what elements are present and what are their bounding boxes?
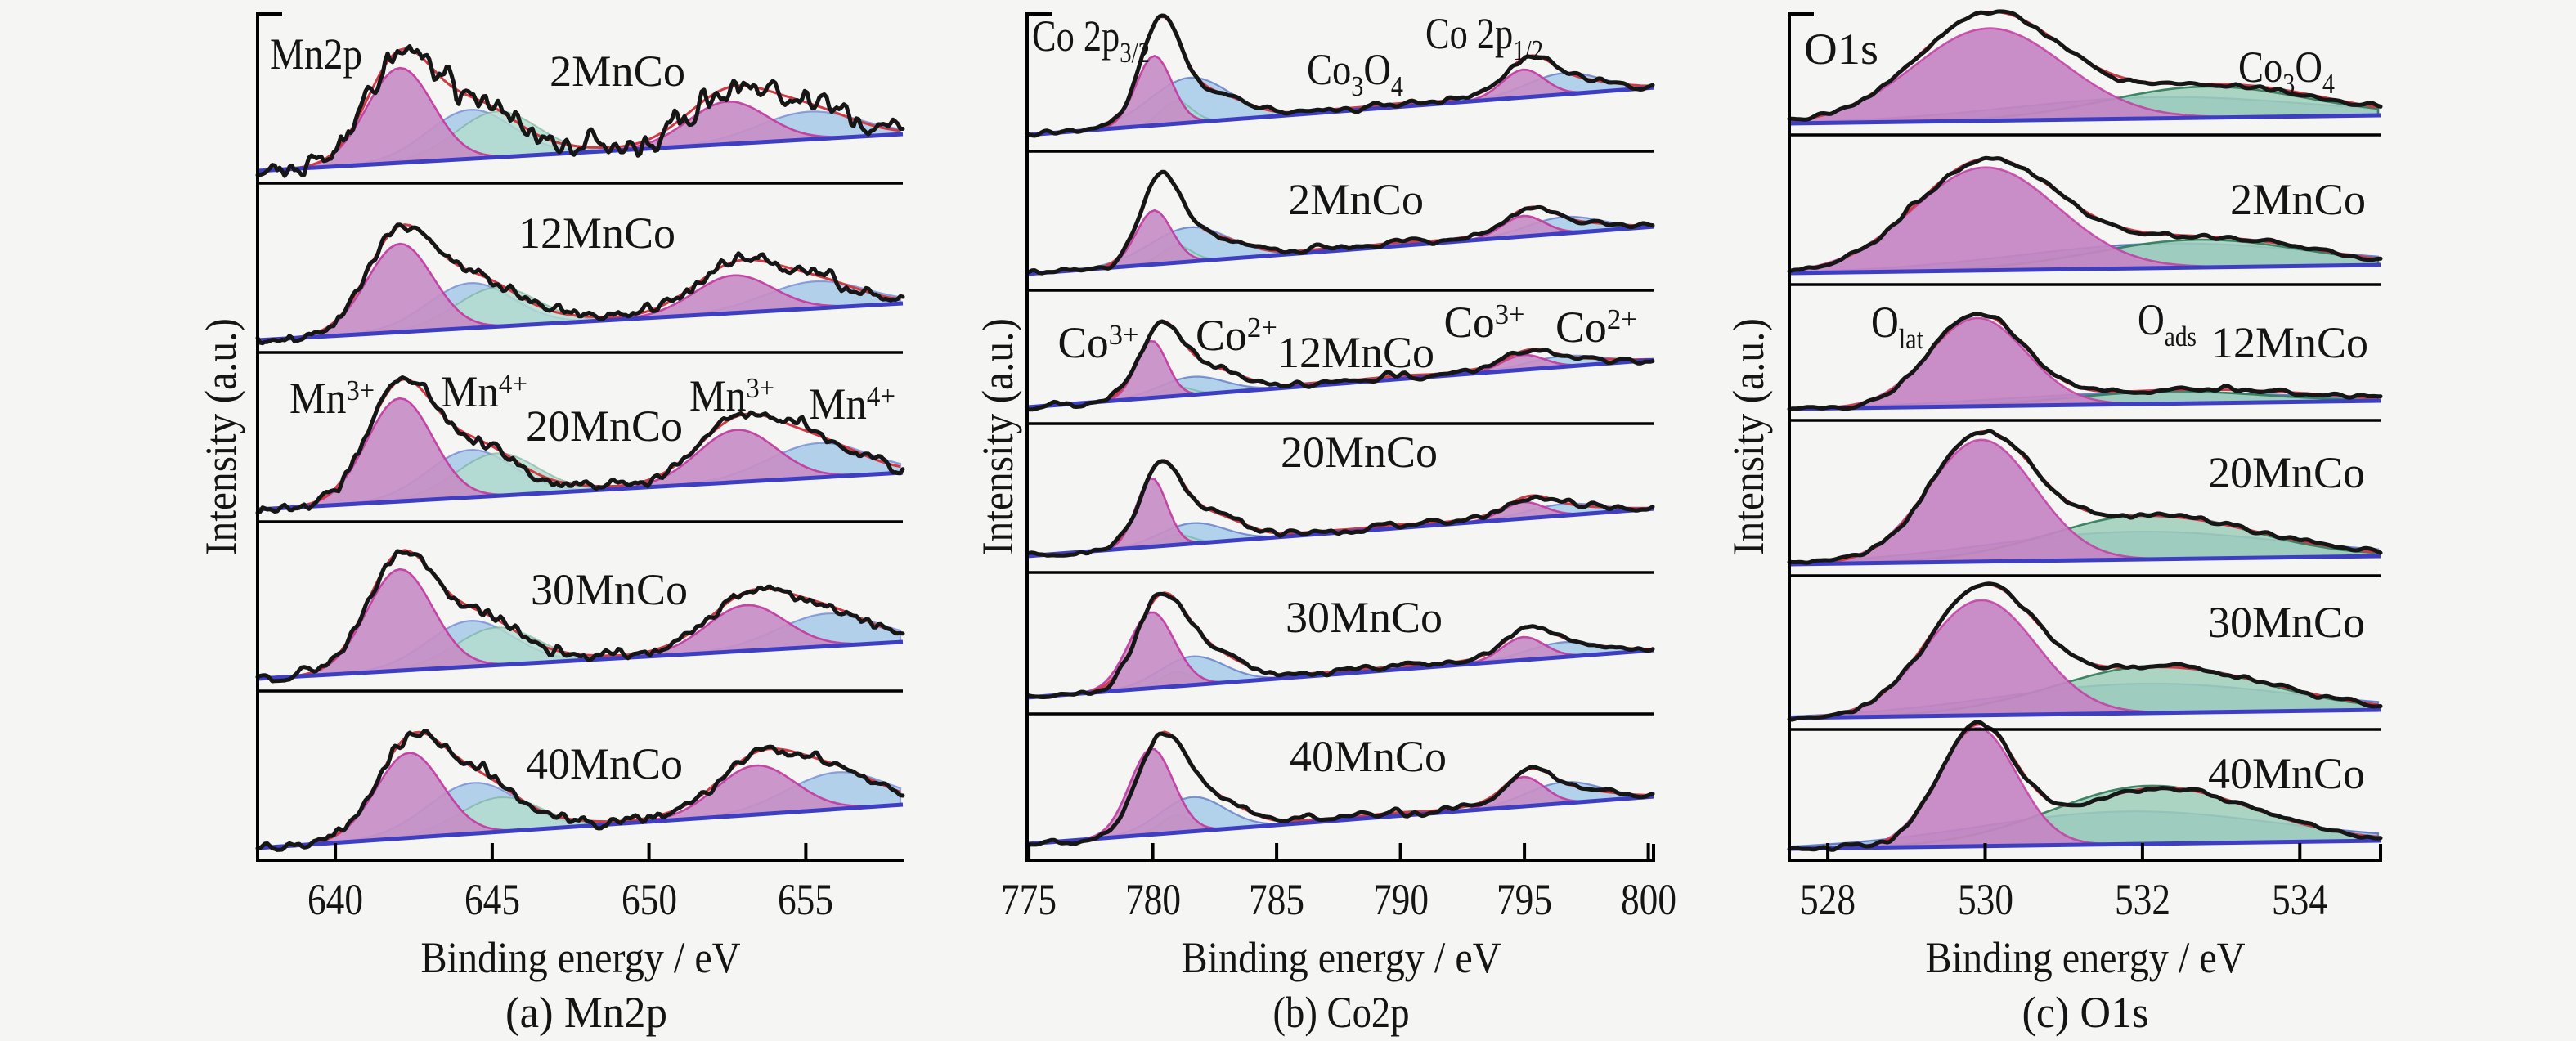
svg-text:30MnCo: 30MnCo [2208,598,2365,647]
svg-text:800: 800 [1621,875,1676,924]
svg-text:20MnCo: 20MnCo [526,402,683,451]
svg-text:Binding energy / eV: Binding energy / eV [421,933,741,982]
svg-text:40MnCo: 40MnCo [526,739,683,788]
svg-text:795: 795 [1497,875,1552,924]
svg-text:780: 780 [1125,875,1181,924]
svg-text:Binding energy / eV: Binding energy / eV [1926,933,2246,982]
svg-text:Co 2p1/2: Co 2p1/2 [1425,9,1543,66]
svg-text:2MnCo: 2MnCo [550,47,685,96]
svg-text:(b) Co2p: (b) Co2p [1273,988,1410,1037]
svg-text:(c) O1s: (c) O1s [2022,988,2149,1037]
svg-text:2MnCo: 2MnCo [2230,175,2366,224]
svg-text:20MnCo: 20MnCo [1281,428,1438,477]
svg-text:12MnCo: 12MnCo [518,209,675,258]
svg-text:12MnCo: 12MnCo [2211,318,2368,367]
svg-text:650: 650 [622,875,677,924]
svg-text:20MnCo: 20MnCo [2208,448,2365,497]
svg-text:Intensity (a.u.): Intensity (a.u.) [1724,318,1773,555]
svg-text:790: 790 [1373,875,1429,924]
svg-text:645: 645 [464,875,520,924]
svg-text:Intensity (a.u.): Intensity (a.u.) [196,318,245,555]
svg-text:30MnCo: 30MnCo [531,565,688,614]
svg-text:2MnCo: 2MnCo [1288,175,1424,224]
svg-text:785: 785 [1249,875,1304,924]
svg-text:12MnCo: 12MnCo [1277,328,1434,377]
svg-text:655: 655 [778,875,833,924]
svg-text:(a) Mn2p: (a) Mn2p [505,988,667,1037]
svg-text:532: 532 [2115,875,2170,924]
svg-text:534: 534 [2272,875,2327,924]
svg-text:Mn2p: Mn2p [270,29,362,79]
svg-text:528: 528 [1800,875,1856,924]
svg-text:640: 640 [307,875,363,924]
svg-text:30MnCo: 30MnCo [1286,593,1443,642]
svg-text:775: 775 [1001,875,1057,924]
svg-text:Intensity (a.u.): Intensity (a.u.) [973,318,1022,555]
svg-text:40MnCo: 40MnCo [1290,732,1447,781]
svg-text:Binding energy / eV: Binding energy / eV [1182,933,1501,982]
svg-text:530: 530 [1958,875,2013,924]
svg-text:O1s: O1s [1804,25,1878,74]
svg-text:40MnCo: 40MnCo [2208,749,2365,798]
